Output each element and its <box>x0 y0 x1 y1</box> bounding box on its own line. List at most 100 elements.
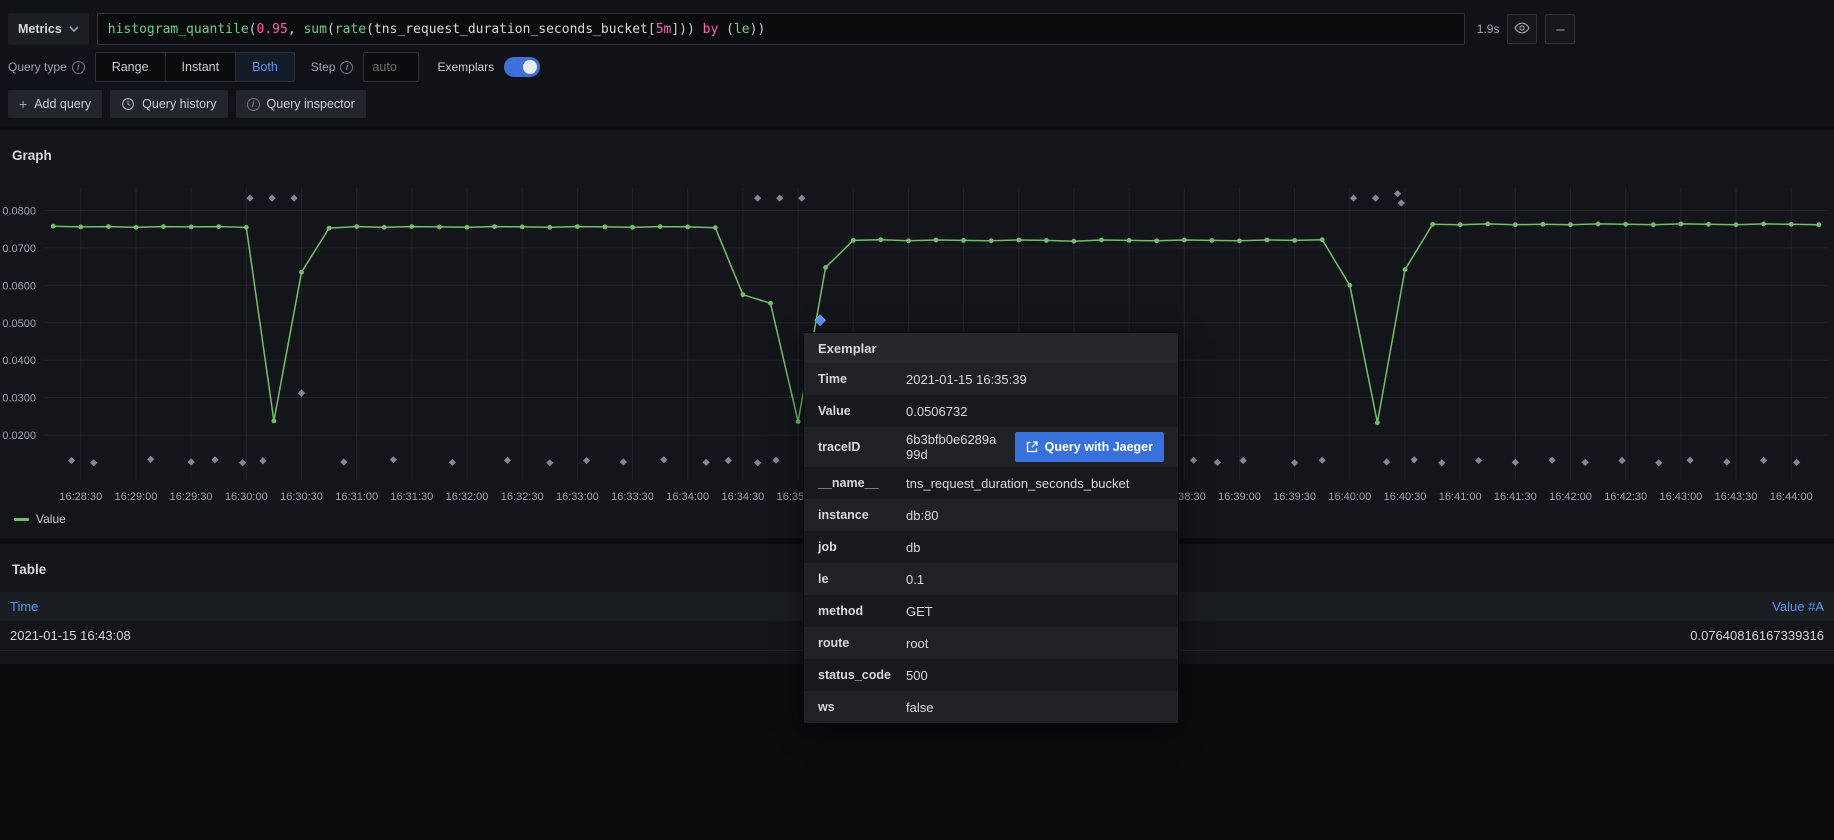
info-icon: i <box>246 97 260 111</box>
svg-text:16:32:30: 16:32:30 <box>501 491 544 503</box>
table-cell-time: 2021-01-15 16:43:08 <box>10 628 131 643</box>
exemplar-field-value: 0.0506732 <box>906 403 968 419</box>
exemplar-field-value: tns_request_duration_seconds_bucket <box>906 475 1130 491</box>
step-label-group: Step i <box>311 60 354 74</box>
query-token: ( <box>366 21 374 37</box>
svg-text:16:44:00: 16:44:00 <box>1770 491 1813 503</box>
svg-text:16:30:30: 16:30:30 <box>280 491 323 503</box>
svg-text:16:40:30: 16:40:30 <box>1384 491 1427 503</box>
exemplar-field-method: method GET <box>804 595 1178 627</box>
svg-text:16:34:00: 16:34:00 <box>666 491 709 503</box>
exemplar-field-label: Value <box>818 404 851 418</box>
history-clock-icon <box>121 97 135 111</box>
query-token: 5m <box>655 21 672 37</box>
preview-toggle-button[interactable] <box>1507 14 1538 44</box>
svg-text:16:42:30: 16:42:30 <box>1604 491 1647 503</box>
query-expression: histogram_quantile(0.95, sum(rate(tns_re… <box>108 22 766 37</box>
query-with-jaeger-button[interactable]: Query with Jaeger <box>1014 432 1164 462</box>
query-history-button[interactable]: Query history <box>110 90 228 118</box>
exemplar-field-value: 6b3bfb0e6289a99d <box>906 432 997 462</box>
legend-series-swatch <box>14 517 29 521</box>
info-icon: i <box>71 60 85 74</box>
svg-text:0.0300: 0.0300 <box>2 393 36 405</box>
exemplar-field-label: status_code <box>818 668 891 682</box>
query-token: )) <box>679 21 703 37</box>
exemplar-tooltip-body: Time 2021-01-15 16:35:39 Value 0.0506732 tra… <box>804 363 1178 723</box>
table-column-time[interactable]: Time <box>10 599 39 614</box>
exemplar-field-label: route <box>818 636 850 650</box>
svg-text:16:31:00: 16:31:00 <box>335 491 378 503</box>
svg-text:16:30:00: 16:30:00 <box>225 491 268 503</box>
metrics-dropdown[interactable]: Metrics <box>8 13 89 45</box>
svg-text:16:33:00: 16:33:00 <box>556 491 599 503</box>
svg-text:0.0400: 0.0400 <box>2 355 36 367</box>
svg-text:16:32:00: 16:32:00 <box>446 491 489 503</box>
svg-text:0.0500: 0.0500 <box>2 318 36 330</box>
external-link-icon <box>1026 441 1038 453</box>
exemplar-field-label: instance <box>818 508 869 522</box>
svg-text:16:40:00: 16:40:00 <box>1328 491 1371 503</box>
svg-text:0.0800: 0.0800 <box>2 206 36 218</box>
table-cell-value: 0.07640816167339316 <box>1690 628 1824 643</box>
svg-text:16:29:30: 16:29:30 <box>170 491 213 503</box>
eye-icon <box>1514 20 1531 39</box>
table-panel-title: Table <box>12 562 47 577</box>
add-query-label: Add query <box>34 97 92 111</box>
exemplar-field-le: le 0.1 <box>804 563 1178 595</box>
promql-query-input[interactable]: histogram_quantile(0.95, sum(rate(tns_re… <box>96 13 1465 45</box>
exemplars-toggle-knob <box>523 60 538 74</box>
plus-icon: + <box>19 96 28 112</box>
exemplar-field-label: ws <box>818 700 835 714</box>
query-type-range[interactable]: Range <box>111 60 149 74</box>
query-token: tns_request_duration_seconds_bucket <box>373 21 648 37</box>
query-duration: 1.9s <box>1476 22 1500 36</box>
exemplar-field-label: Time <box>818 372 847 386</box>
graph-panel-title: Graph <box>12 148 52 163</box>
query-token: 0.95 <box>256 21 288 37</box>
query-token: ] <box>671 21 680 37</box>
svg-text:16:42:00: 16:42:00 <box>1549 491 1592 503</box>
svg-text:16:43:30: 16:43:30 <box>1715 491 1758 503</box>
query-token: , <box>287 21 304 37</box>
svg-text:16:39:00: 16:39:00 <box>1218 491 1261 503</box>
exemplar-field-label: __name__ <box>818 476 879 490</box>
exemplars-toggle[interactable] <box>504 57 541 77</box>
query-type-both[interactable]: Both <box>235 53 294 81</box>
query-inspector-button[interactable]: i Query inspector <box>235 90 366 118</box>
svg-text:16:39:30: 16:39:30 <box>1273 491 1316 503</box>
collapse-query-button[interactable]: – <box>1545 14 1576 44</box>
table-column-value[interactable]: Value #A <box>1772 599 1824 614</box>
legend-item-value[interactable]: Value <box>14 512 66 526</box>
step-input[interactable] <box>363 52 420 82</box>
query-token: ( <box>248 21 257 37</box>
exemplar-field-value: GET <box>906 603 933 619</box>
query-inspector-label: Query inspector <box>266 97 355 111</box>
exemplar-field-label: method <box>818 604 864 618</box>
exemplar-field-label: le <box>818 572 829 586</box>
query-token: )) <box>749 21 766 37</box>
exemplar-field-Time: Time 2021-01-15 16:35:39 <box>804 363 1178 395</box>
svg-text:0.0600: 0.0600 <box>2 280 36 292</box>
exemplar-field-value: false <box>906 699 934 715</box>
query-type-instant[interactable]: Instant <box>164 53 236 81</box>
exemplar-field-value: db:80 <box>906 507 939 523</box>
query-editor-section: Metrics histogram_quantile(0.95, sum(rat… <box>0 0 1834 126</box>
add-query-button[interactable]: + Add query <box>8 90 103 118</box>
exemplar-field-traceID: traceID 6b3bfb0e6289a99d Query with Jaeger <box>804 427 1178 467</box>
query-type-label-group: Query type i <box>8 60 85 74</box>
exemplar-field-route: route root <box>804 627 1178 659</box>
info-icon: i <box>340 60 354 74</box>
query-token: le <box>733 21 750 37</box>
svg-text:16:41:00: 16:41:00 <box>1439 491 1482 503</box>
exemplar-field-job: job db <box>804 531 1178 563</box>
minus-icon: – <box>1556 20 1565 38</box>
query-type-label: Query type <box>8 60 67 74</box>
svg-text:16:31:30: 16:31:30 <box>390 491 433 503</box>
query-token: sum <box>303 21 327 37</box>
exemplar-field-instance: instance db:80 <box>804 499 1178 531</box>
svg-text:16:29:00: 16:29:00 <box>115 491 158 503</box>
query-token: ( <box>718 21 734 37</box>
query-token: ( <box>326 21 335 37</box>
